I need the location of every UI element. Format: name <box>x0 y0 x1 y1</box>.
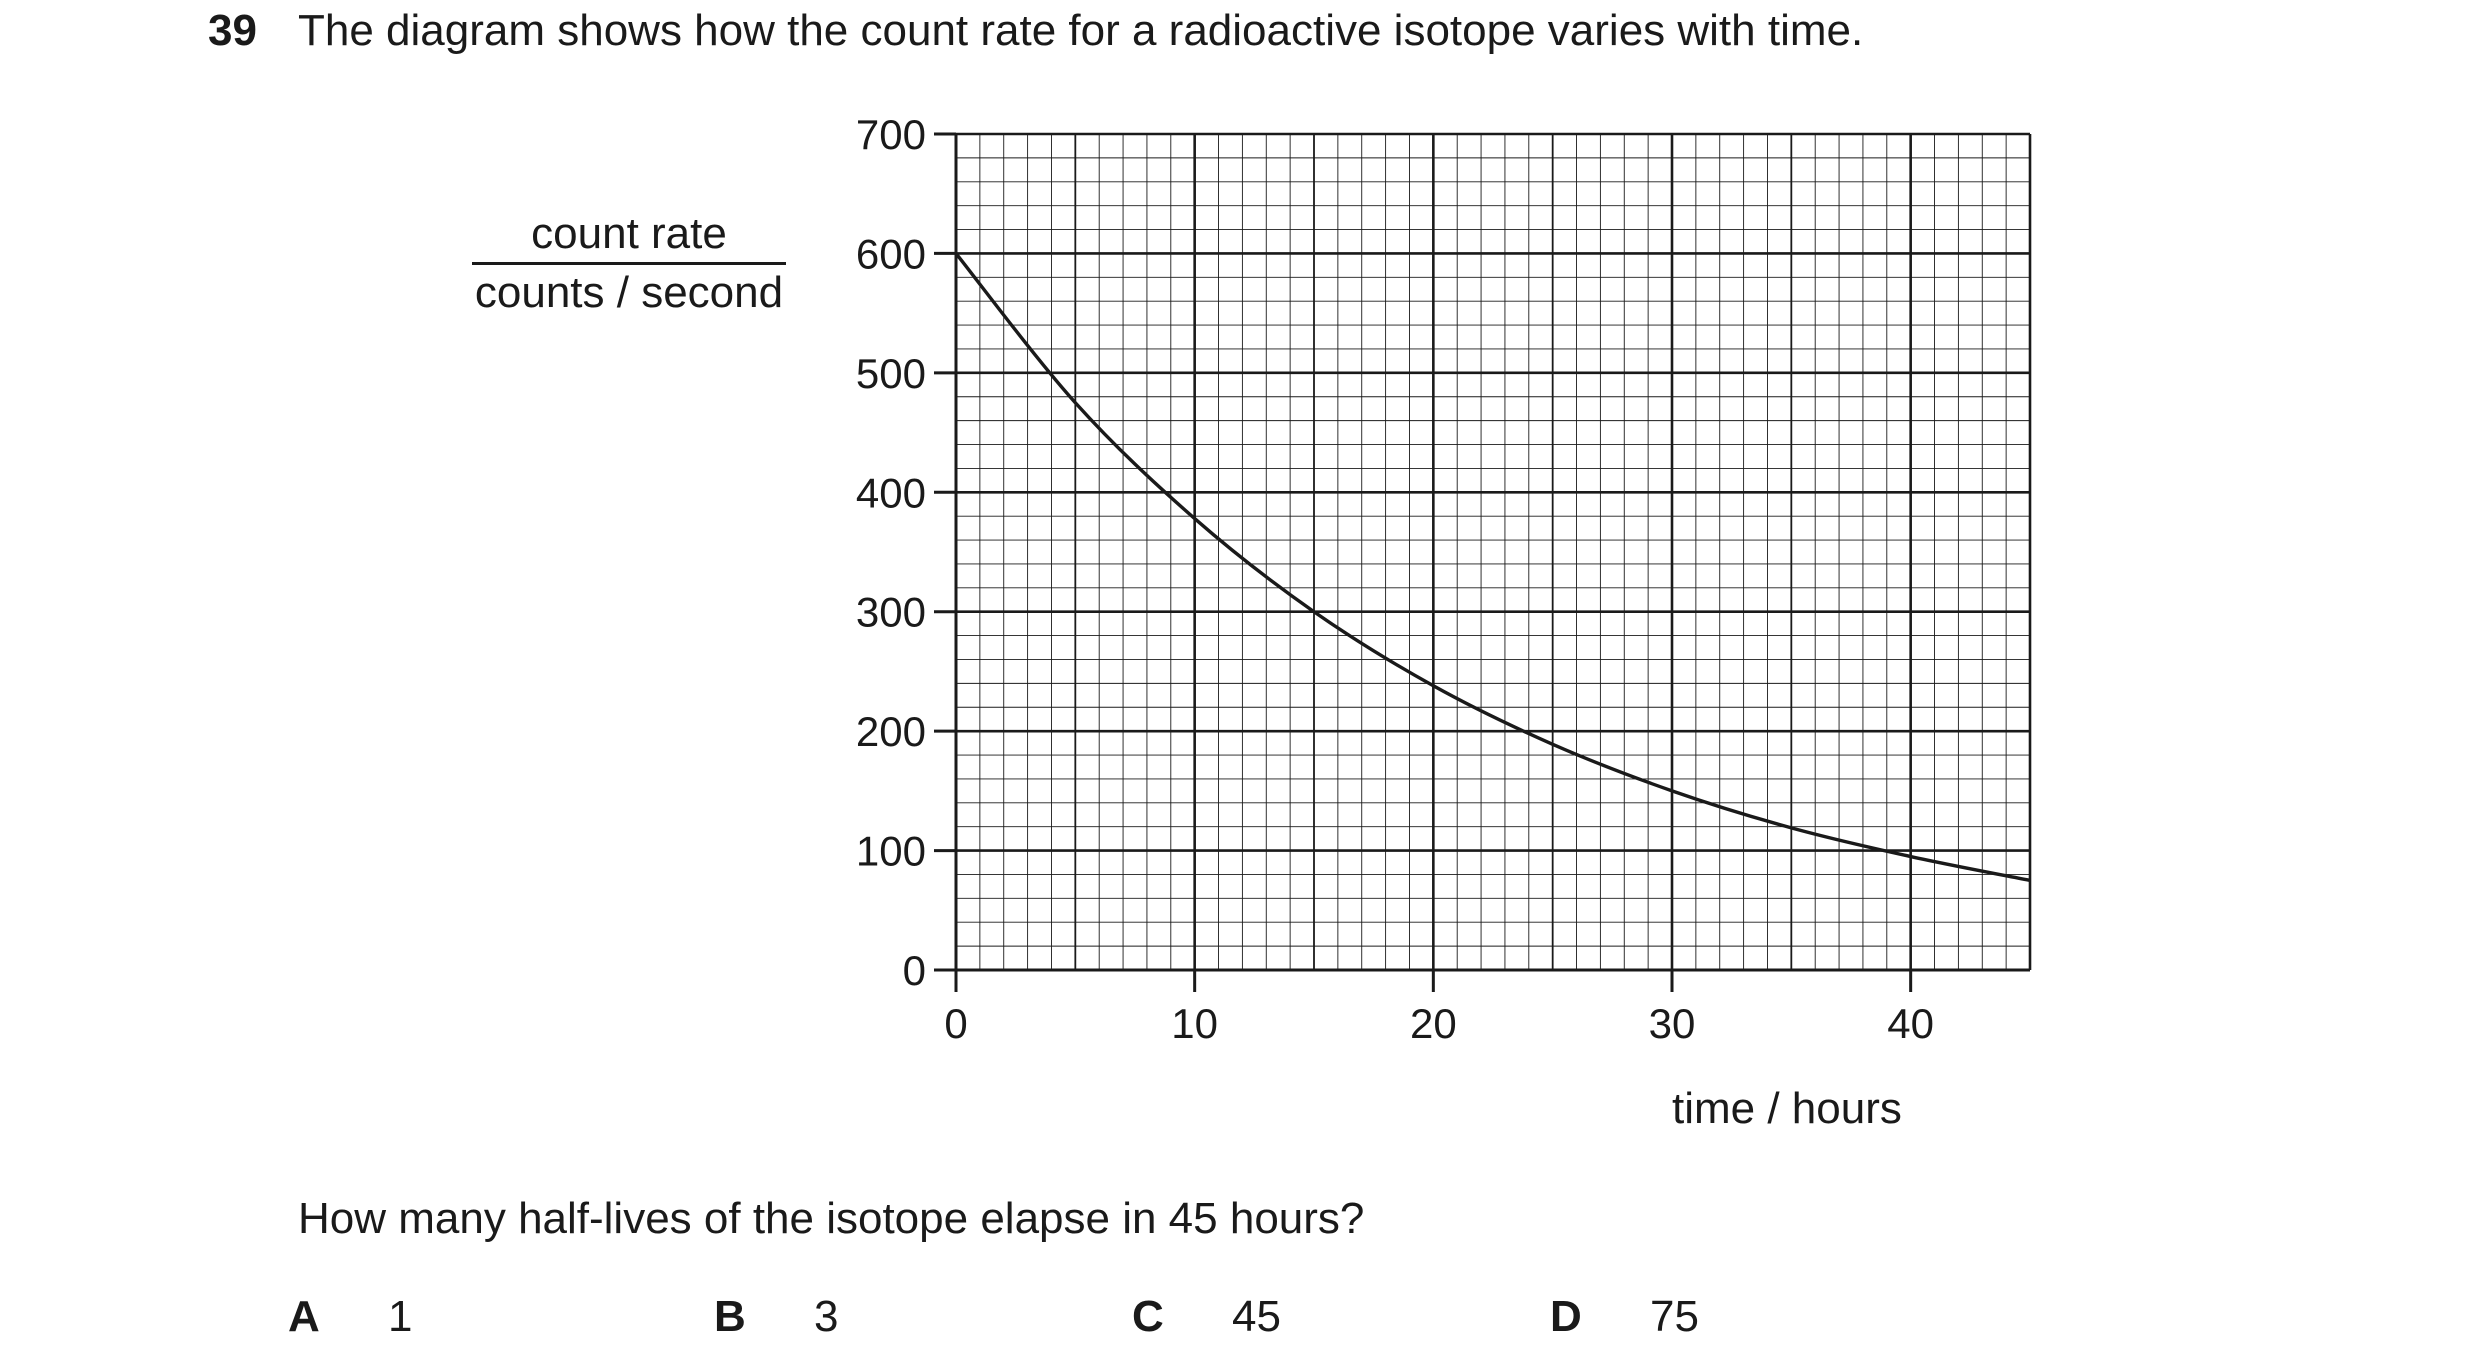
y-tick-label: 700 <box>856 111 926 158</box>
option-value: 75 <box>1650 1292 1699 1341</box>
question-text: The diagram shows how the count rate for… <box>298 6 1864 55</box>
y-tick-label: 100 <box>856 828 926 875</box>
fraction-bar <box>472 262 786 265</box>
question-prompt: How many half-lives of the isotope elaps… <box>298 1194 1365 1243</box>
option-letter: A <box>288 1292 320 1341</box>
option-value: 3 <box>814 1292 839 1341</box>
option-letter: D <box>1550 1292 1582 1341</box>
x-tick-label: 10 <box>1171 1000 1218 1047</box>
y-axis-label-numerator: count rate <box>531 209 727 258</box>
question-number: 39 <box>208 6 257 55</box>
y-tick-label: 500 <box>856 350 926 397</box>
x-tick-label: 30 <box>1649 1000 1696 1047</box>
x-tick-label: 40 <box>1887 1000 1934 1047</box>
y-tick-label: 400 <box>856 469 926 516</box>
option-value: 1 <box>388 1292 413 1341</box>
y-axis-label-denominator: counts / second <box>474 268 784 317</box>
decay-curve <box>954 252 2031 883</box>
x-tick-label: 0 <box>944 1000 967 1047</box>
x-axis-label: time / hours <box>1672 1084 1902 1133</box>
x-tick-label: 20 <box>1410 1000 1457 1047</box>
option-value: 45 <box>1232 1292 1281 1341</box>
y-tick-label: 200 <box>856 708 926 755</box>
y-axis-label: count rate counts / second <box>470 206 788 321</box>
option-c[interactable]: C 45 <box>1132 1292 1281 1342</box>
option-d[interactable]: D 75 <box>1550 1292 1699 1342</box>
y-tick-label: 300 <box>856 589 926 636</box>
option-letter: B <box>714 1292 746 1341</box>
y-tick-label: 600 <box>856 230 926 277</box>
y-tick-label: 0 <box>903 947 926 994</box>
option-letter: C <box>1132 1292 1164 1341</box>
